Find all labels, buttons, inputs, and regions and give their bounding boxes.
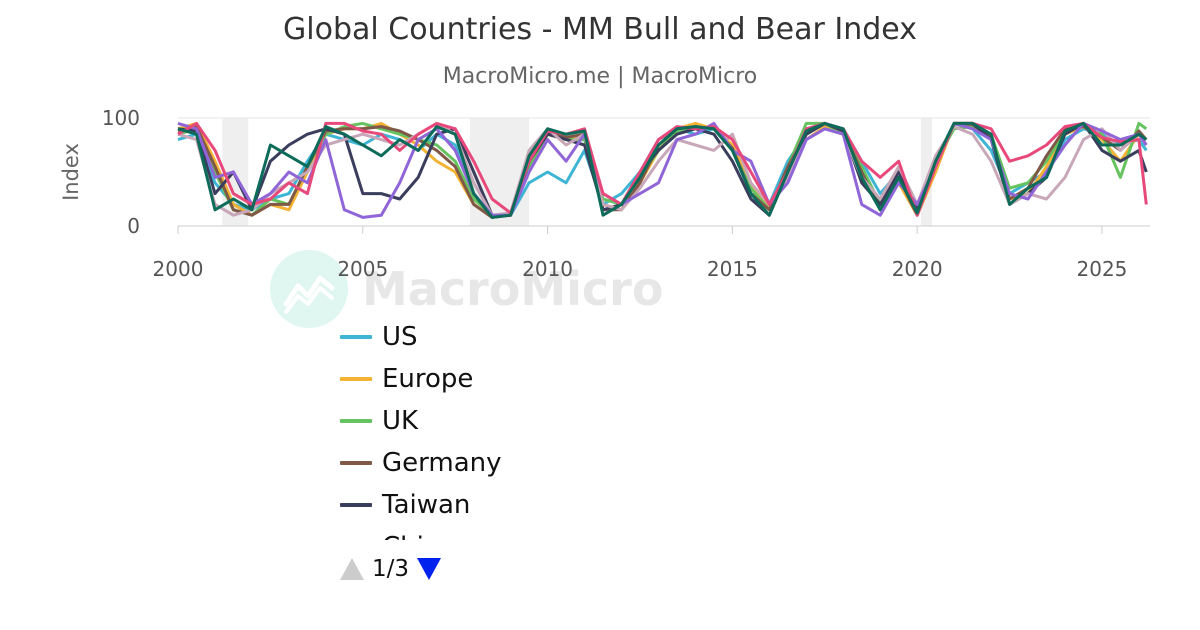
x-tick-label-2015: 2015 [707, 257, 758, 281]
x-tick-label-2020: 2020 [892, 257, 943, 281]
x-tick-label-2005: 2005 [337, 257, 388, 281]
legend: US Europe UK Germany Taiwan China [340, 316, 740, 540]
watermark: MacroMicro [270, 250, 663, 328]
y-tick-label-100: 100 [102, 106, 140, 130]
legend-item-uk[interactable]: UK [340, 400, 740, 442]
legend-page-indicator: 1/3 [372, 556, 410, 582]
chart-title: Global Countries - MM Bull and Bear Inde… [283, 12, 917, 47]
y-tick-label-0: 0 [127, 214, 140, 238]
x-tick-label-2000: 2000 [153, 257, 204, 281]
legend-item-us[interactable]: US [340, 316, 740, 358]
legend-swatch [340, 503, 372, 507]
legend-next-page-icon[interactable] [417, 558, 442, 580]
legend-label: China [382, 532, 456, 540]
plot-area: 2000 2005 2010 2015 2020 2025 0 100 Index [59, 106, 1150, 281]
legend-label: Taiwan [382, 490, 471, 520]
series-line-series-8 [177, 121, 1148, 219]
x-tick-label-2025: 2025 [1077, 257, 1128, 281]
legend-item-germany[interactable]: Germany [340, 442, 740, 484]
legend-swatch [340, 335, 372, 339]
recession-band-2 [920, 118, 932, 226]
legend-label: Europe [382, 364, 474, 394]
chart-subtitle: MacroMicro.me | MacroMicro [442, 64, 758, 89]
legend-swatch [340, 461, 372, 465]
series-line-china [177, 121, 1148, 217]
legend-item-taiwan[interactable]: Taiwan [340, 484, 740, 526]
x-tick-label-2010: 2010 [522, 257, 573, 281]
legend-prev-page-icon[interactable] [340, 558, 364, 580]
legend-label: US [382, 322, 418, 352]
y-axis-label: Index [59, 143, 83, 201]
watermark-text: MacroMicro [362, 262, 664, 316]
mm-logo-icon [270, 250, 348, 328]
legend-label: UK [382, 406, 419, 436]
legend-item-china[interactable]: China [340, 526, 740, 540]
legend-item-europe[interactable]: Europe [340, 358, 740, 400]
legend-swatch [340, 377, 372, 381]
legend-pager: 1/3 [340, 552, 442, 586]
series-line-series-7 [177, 121, 1148, 217]
legend-swatch [340, 419, 372, 423]
legend-label: Germany [382, 448, 502, 478]
